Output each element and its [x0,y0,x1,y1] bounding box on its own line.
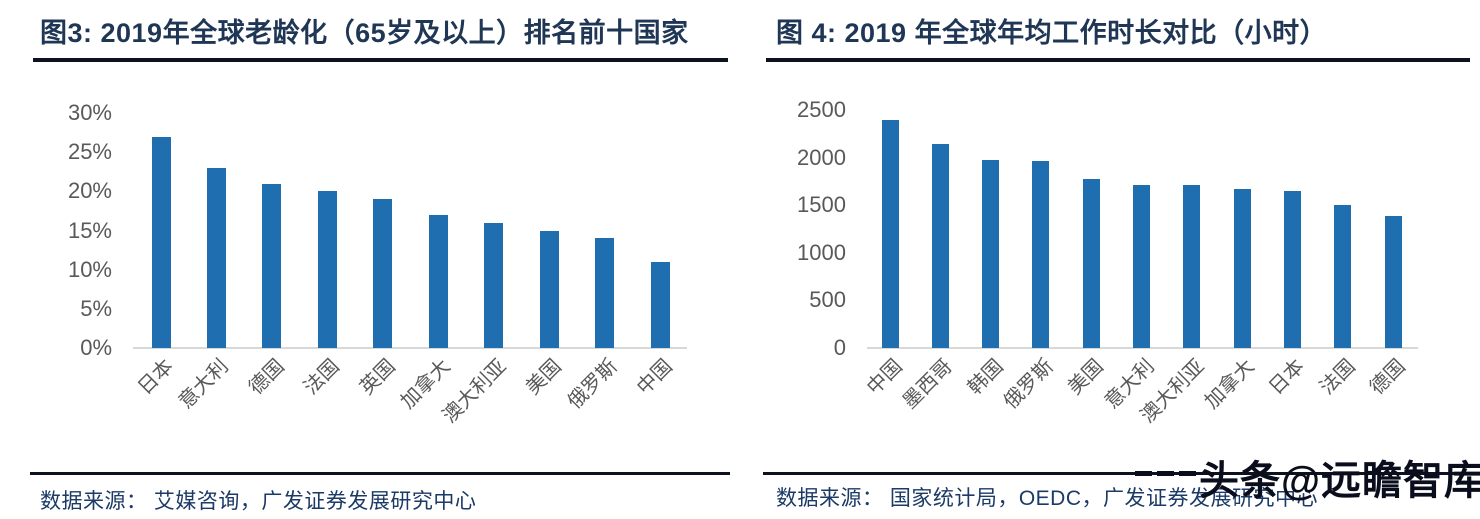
x-tick-label: 俄罗斯 [563,355,622,414]
x-tick-label: 韩国 [963,355,1008,400]
figure-3-title-rule [33,58,728,62]
figure-3-title: 图3: 2019年全球老龄化（65岁及以上）排名前十国家 [40,18,689,48]
bar-德国 [1384,216,1402,348]
bar-中国 [650,261,670,348]
bar-法国 [1334,204,1352,348]
bar-俄罗斯 [1032,160,1050,348]
watermark-dash-icon [1135,471,1152,476]
figure-4-bottom-rule [763,472,1472,475]
bar-美国 [539,230,559,348]
y-tick-label: 5% [80,295,112,321]
x-tick-label: 俄罗斯 [999,355,1058,414]
x-tick-label: 日本 [1265,355,1310,400]
figure-4-source: 数据来源： 国家统计局，OEDC，广发证券发展研究中心 [776,487,1319,510]
figure-4-bar-chart: 0 500 1000 1500 2000 2500 中国 墨西哥 韩国 俄罗斯 美国 意大利 澳大利亚加… [766,0,1470,470]
x-axis-line [867,347,1418,349]
y-tick-label: 25% [67,139,112,165]
y-tick-label: 1000 [797,239,846,265]
x-tick-label: 美国 [1064,355,1109,400]
bar-日本 [1283,191,1301,348]
x-tick-label: 法国 [1315,355,1360,400]
y-tick-label: 20% [67,178,112,204]
x-tick-label: 中国 [633,355,677,400]
y-tick-label: 0% [80,335,112,360]
watermark-dash-icon [1157,471,1174,476]
figure-3-source: 数据来源： 艾媒咨询，广发证券发展研究中心 [40,490,477,513]
x-tick-label: 法国 [300,355,345,400]
figure-3-bottom-rule [30,472,730,475]
figure-4-panel: 图 4: 2019 年全球年均工作时长对比（小时） 0 500 1000 1500 20… [763,0,1472,519]
bar-德国 [262,183,282,348]
bar-澳大利亚 [484,222,504,348]
bar-英国 [373,199,393,348]
x-tick-label: 德国 [244,355,289,400]
x-tick-label: 意大利 [175,355,234,414]
watermark-dash-icon [1179,471,1196,476]
y-tick-label: 15% [67,217,112,243]
x-tick-label: 德国 [1366,355,1410,400]
bar-加拿大 [428,214,448,348]
figure-3-bar-chart: 0% 5% 10% 15% 20% 25% 30% 日本 意大利 德国 法国 英国 加拿大 澳大利亚 美国俄… [33,0,728,470]
bar-美国 [1082,178,1100,348]
bar-意大利 [1133,184,1150,348]
bar-澳大利亚 [1183,185,1201,348]
bar-法国 [317,191,337,348]
y-tick-label: 2000 [797,144,846,170]
bar-墨西哥 [931,144,949,348]
x-tick-label: 美国 [522,355,567,400]
toutiao-watermark: 头条@远瞻智库 [1135,445,1480,519]
y-tick-label: 10% [67,256,112,282]
bar-韩国 [982,160,1000,348]
x-tick-label: 墨西哥 [899,355,958,414]
y-tick-label: 2500 [797,97,846,122]
y-tick-label: 0 [833,335,846,360]
x-tick-label: 英国 [355,355,400,400]
x-tick-label: 加拿大 [1200,355,1259,414]
x-axis-line [133,347,687,349]
figure-4-title: 图 4: 2019 年全球年均工作时长对比（小时） [776,18,1328,48]
bar-俄罗斯 [595,238,615,348]
figure-4-title-rule [766,58,1470,62]
y-tick-label: 1500 [797,192,846,218]
x-tick-label: 日本 [134,355,178,400]
bar-加拿大 [1233,189,1251,348]
y-tick-label: 30% [67,100,112,125]
bar-意大利 [206,167,226,348]
x-tick-label: 中国 [863,355,907,400]
bar-中国 [881,119,899,348]
y-tick-label: 500 [809,287,846,313]
bar-日本 [151,136,171,348]
watermark-text: 头条@远瞻智库 [1199,459,1480,503]
figure-3-panel: 图3: 2019年全球老龄化（65岁及以上）排名前十国家 0% 5% 10% 15% 2… [30,0,730,519]
